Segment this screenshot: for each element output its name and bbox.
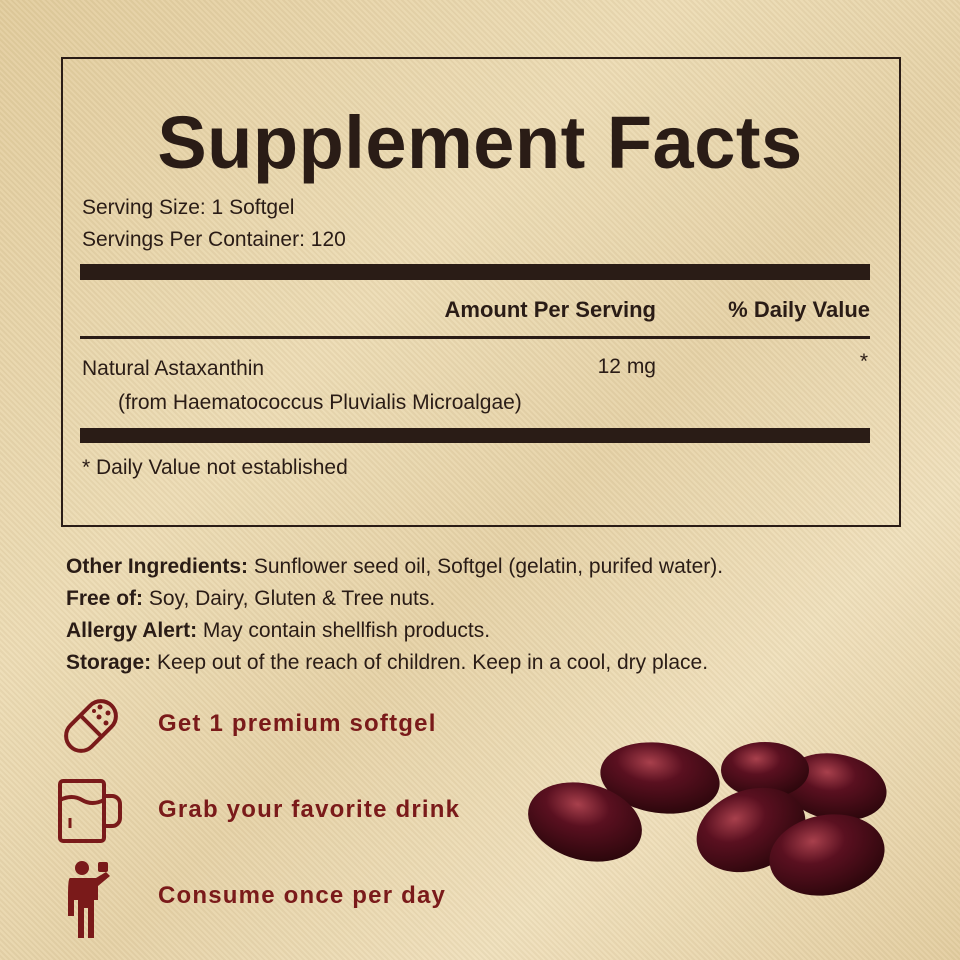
info-label: Storage:: [66, 651, 152, 674]
step-get-softgel: Get 1 premium softgel: [158, 710, 437, 737]
daily-value-header: % Daily Value: [728, 297, 870, 322]
step-consume-daily: Consume once per day: [158, 882, 447, 909]
info-label: Other Ingredients:: [66, 555, 249, 578]
serving-size: Serving Size: 1 Softgel: [82, 196, 295, 219]
divider-thin: [80, 336, 870, 339]
divider-thick: [80, 428, 870, 443]
mug-icon: [58, 779, 122, 843]
supplement-facts-panel: [61, 57, 901, 527]
amount-header: Amount Per Serving: [444, 297, 656, 322]
softgel: [528, 742, 887, 896]
step-grab-drink: Grab your favorite drink: [158, 796, 461, 823]
ingredient-dv: *: [859, 350, 868, 373]
info-text: Soy, Dairy, Gluten & Tree nuts.: [143, 587, 436, 610]
divider-thick: [80, 264, 870, 280]
info-label: Allergy Alert:: [66, 619, 198, 642]
person-drinking-icon: [68, 861, 110, 938]
free-of: Free of: Soy, Dairy, Gluten & Tree nuts.: [66, 587, 435, 611]
info-label: Free of:: [66, 587, 144, 610]
storage: Storage: Keep out of the reach of childr…: [66, 651, 708, 675]
info-text: May contain shellfish products.: [197, 619, 491, 642]
ingredient-name: Natural Astaxanthin: [82, 357, 265, 380]
ingredient-amount: 12 mg: [597, 355, 656, 378]
footnote: * Daily Value not established: [82, 456, 348, 479]
softgels-image: [528, 742, 887, 896]
capsule-icon: [64, 699, 118, 753]
info-text: Keep out of the reach of children. Keep …: [151, 651, 709, 674]
info-text: Sunflower seed oil, Softgel (gelatin, pu…: [248, 555, 724, 578]
page-title: Supplement Facts: [157, 101, 803, 184]
ingredient-source: (from Haematococcus Pluvialis Microalgae…: [118, 391, 522, 414]
servings-per-container: Servings Per Container: 120: [82, 228, 346, 251]
other-ingredients: Other Ingredients: Sunflower seed oil, S…: [66, 555, 723, 579]
allergy-alert: Allergy Alert: May contain shellfish pro…: [66, 619, 490, 643]
